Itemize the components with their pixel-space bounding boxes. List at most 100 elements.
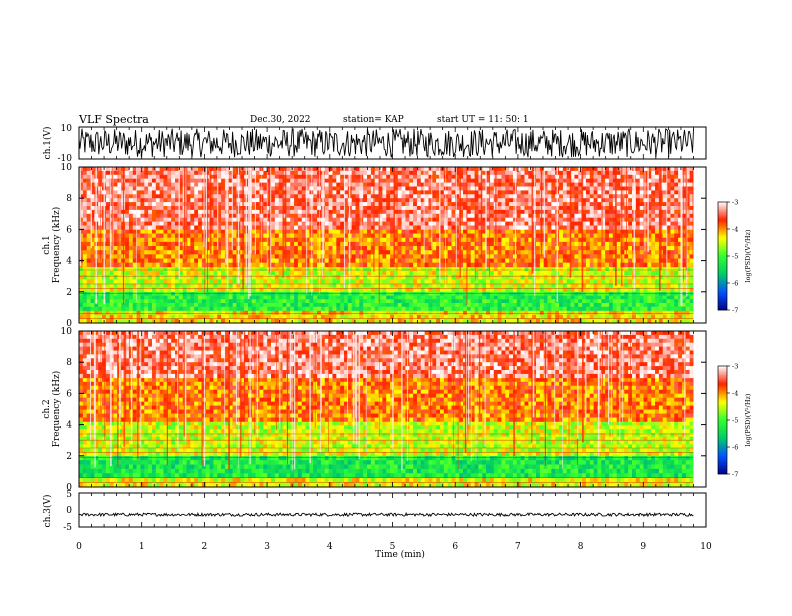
spectrogram-cell [574, 178, 579, 183]
spectrogram-cell [516, 178, 521, 183]
spectrogram-cell [570, 279, 575, 284]
spectrogram-cell [274, 295, 279, 300]
spectrogram-cell [374, 182, 379, 187]
spectrogram-cell [440, 233, 445, 239]
spectrogram-cell [589, 250, 594, 255]
spectrogram-cell [612, 266, 617, 272]
spectrogram-cell [132, 237, 137, 243]
spectrogram-cell [578, 271, 583, 276]
spectrogram-cell [125, 182, 130, 187]
spectrogram-cell [397, 182, 402, 187]
spectrogram-cell [432, 190, 437, 195]
spectrogram-cell [428, 291, 433, 296]
spectrogram-cell [582, 258, 587, 263]
spectrogram-cell [363, 241, 368, 247]
spectrogram-cell [397, 237, 402, 243]
spectrogram-cell [194, 237, 199, 243]
spectrogram-cell [155, 229, 160, 234]
spectrogram-cell [655, 182, 660, 187]
spectrogram-cell [144, 174, 149, 179]
spectrogram-cell [589, 174, 594, 179]
spectrogram-cell [655, 233, 660, 239]
spectrogram-cell [367, 275, 372, 280]
spectrogram-cell [589, 186, 594, 191]
spectrogram-cell [574, 303, 579, 308]
spectrogram-cell [121, 314, 126, 320]
spectrogram-cell [559, 241, 564, 247]
spectrogram-cell [524, 310, 529, 315]
spectrogram-cell [489, 190, 495, 195]
spectrogram-cell [662, 170, 667, 176]
spectrogram-cell [662, 233, 667, 239]
spectrogram-cell [274, 271, 279, 276]
spectrogram-cell [597, 174, 602, 179]
spectrogram-cell [386, 233, 391, 239]
spectrogram-cell [151, 258, 157, 263]
spectrogram-cell [224, 291, 230, 296]
spectrogram-cell [259, 262, 264, 268]
spectrogram-cell [405, 250, 410, 255]
spectrogram-cell [328, 271, 333, 276]
spectrogram-cell [374, 310, 379, 315]
spectrogram-cell [497, 291, 502, 296]
spectrogram-cell [405, 299, 410, 304]
spectrogram-cell [601, 167, 606, 172]
spectrogram-cell [655, 178, 660, 183]
spectrogram-cell [194, 287, 199, 293]
spectrogram-cell [486, 182, 491, 187]
spectrogram-cell [382, 254, 387, 259]
spectrogram-cell [125, 233, 130, 239]
spectrogram-cell [424, 182, 429, 187]
spectrogram-cell [351, 306, 356, 311]
spectrogram-cell [259, 279, 264, 284]
spectrogram-cell [255, 229, 260, 234]
spectrogram-cell [109, 303, 114, 308]
spectrogram-cell [643, 266, 648, 272]
spectrogram-cell [432, 299, 437, 304]
spectrogram-cell [655, 258, 660, 263]
spectrogram-cell [651, 258, 656, 263]
spectrogram-cell [359, 314, 364, 320]
spectrogram-cell [593, 194, 598, 199]
spectrogram-cell [125, 287, 130, 293]
spectrogram-cell [209, 254, 214, 259]
spectrogram-cell [401, 237, 406, 243]
spectrogram-cell [574, 194, 579, 199]
spectrogram-cell [151, 237, 157, 243]
spectrogram-cell [178, 295, 183, 300]
spectrogram-cell [213, 299, 218, 304]
spectrogram-cell [566, 291, 571, 296]
spectrogram-cell [324, 310, 329, 315]
spectrogram-cell [393, 271, 399, 276]
spectrogram-cell [428, 262, 433, 268]
spectrogram-cell [171, 246, 176, 251]
spectrogram-cell [405, 303, 410, 308]
spectrogram-cell [247, 318, 253, 324]
spectrogram-cell [639, 190, 644, 195]
spectrogram-cell [555, 318, 560, 324]
spectrogram-cell [175, 174, 180, 179]
spectrogram-cell [393, 291, 399, 296]
spectrogram-cell [340, 174, 345, 179]
spectrogram-cell [198, 246, 203, 251]
spectrogram-cell [175, 306, 180, 311]
spectrogram-cell [282, 295, 287, 300]
spectrogram-cell [455, 182, 460, 187]
spectrogram-cell [294, 262, 299, 268]
spectrogram-cell [624, 318, 629, 324]
spectrogram-cell [213, 237, 218, 243]
spectrogram-cell [566, 178, 571, 183]
spectrogram-cell [328, 237, 333, 243]
spectrogram-cell [466, 233, 472, 239]
spectrogram-cell [501, 237, 506, 243]
spectrogram-cell [562, 279, 568, 284]
spectrogram-cell [585, 262, 591, 268]
spectrogram-cell [509, 186, 514, 191]
spectrogram-cell [628, 186, 633, 191]
spectrogram-cell [409, 266, 414, 272]
spectrogram-cell [486, 266, 491, 272]
spectrogram-cell [420, 233, 425, 239]
spectrogram-cell [497, 174, 502, 179]
spectrogram-cell [482, 194, 487, 199]
spectrogram-cell [198, 262, 203, 268]
